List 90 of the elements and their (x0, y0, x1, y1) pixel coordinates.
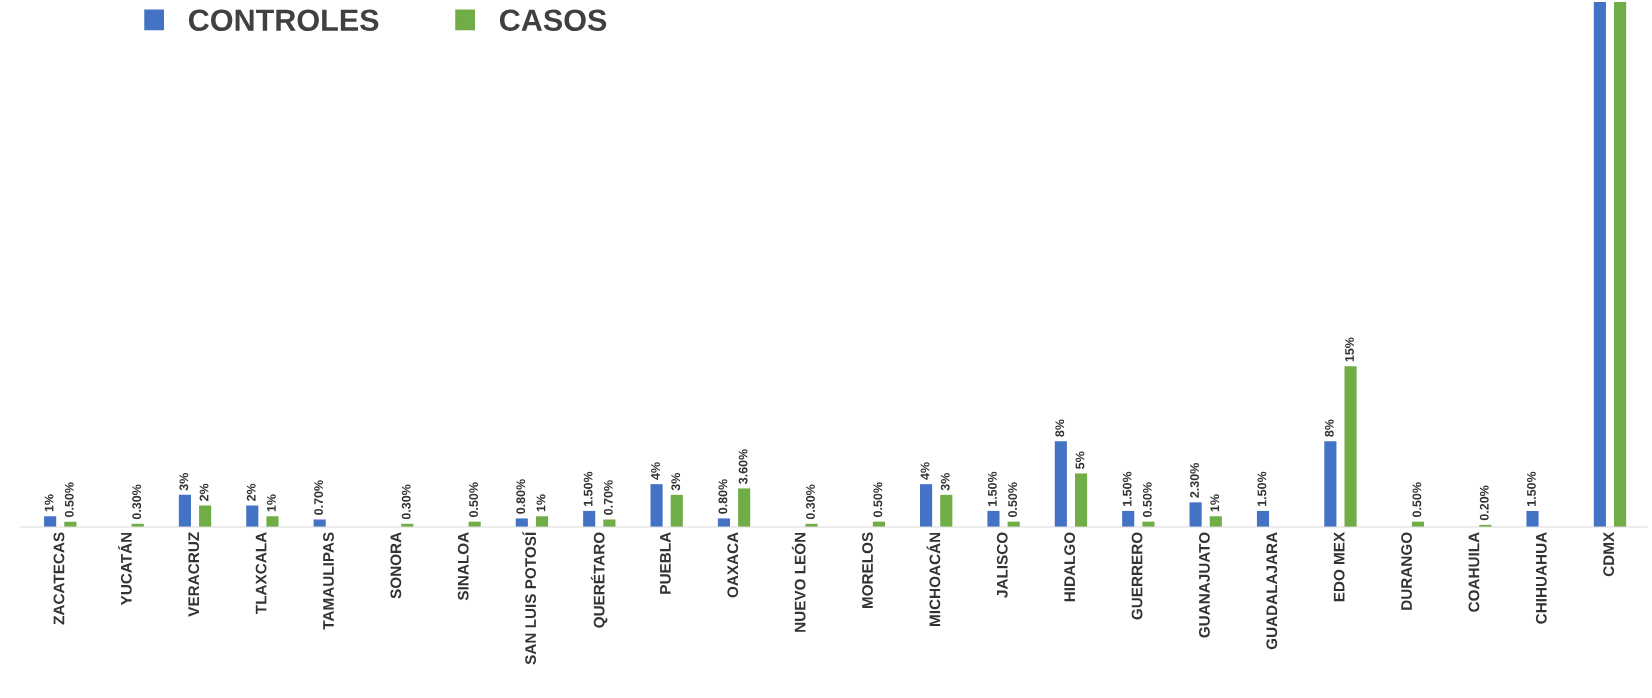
data-label: 3% (179, 472, 189, 491)
x-tick-label: CDMX (1603, 531, 1615, 577)
data-label: 1% (267, 494, 276, 512)
x-tick-label: GUERRERO (1131, 532, 1143, 620)
x-tick-label: DURANGO (1401, 532, 1412, 610)
data-label: 8% (1055, 419, 1065, 437)
data-label: 0.30% (806, 484, 815, 520)
x-tick-label: PUEBLA (660, 532, 671, 594)
bar (44, 516, 57, 527)
bar (178, 494, 191, 527)
data-label: 0.80% (718, 479, 728, 514)
x-tick-label: QUERÉTARO (590, 532, 608, 628)
bar (738, 488, 751, 527)
x-tick-label: COAHUILA (1468, 532, 1480, 612)
data-label: 0.50% (1142, 482, 1152, 517)
data-label: 4% (651, 462, 660, 480)
x-tick-label: SINALOA (457, 532, 469, 601)
x-tick-label: GUANAJUATO (1198, 532, 1210, 638)
data-label: 2.30% (1190, 463, 1199, 498)
bar (920, 484, 933, 527)
bar (266, 516, 279, 527)
data-label: 1% (44, 494, 54, 512)
data-label: 15% (1345, 337, 1354, 362)
bar (940, 494, 953, 527)
bar (583, 510, 596, 527)
data-label: 0.50% (1412, 482, 1422, 517)
bar (987, 510, 1000, 527)
data-label: 0.70% (603, 480, 613, 515)
data-label: 2% (199, 483, 209, 501)
data-label: 1.50% (1527, 471, 1536, 506)
x-tick-label: YUCATÁN (118, 532, 132, 606)
bar (603, 519, 616, 527)
data-label: 0.50% (873, 482, 883, 517)
legend-label: CASOS (499, 9, 607, 32)
bar (313, 519, 326, 527)
bar (1256, 510, 1270, 527)
bar (1526, 510, 1539, 527)
bar (1324, 441, 1337, 527)
bar (1122, 510, 1135, 527)
bar (1209, 516, 1222, 527)
x-tick-label: SONORA (390, 532, 402, 599)
data-label: 0.70% (314, 480, 324, 515)
bar (199, 505, 212, 527)
data-label: 5% (1075, 451, 1085, 469)
x-tick-label: MORELOS (862, 532, 873, 609)
data-label: 3% (671, 472, 681, 491)
bar (515, 518, 528, 527)
bar (535, 516, 549, 527)
x-tick-label: HIDALGO (1064, 532, 1076, 602)
bar (1054, 441, 1067, 527)
bar (246, 505, 259, 527)
data-label: 2% (246, 483, 256, 501)
bar (1074, 473, 1088, 527)
bar (650, 484, 663, 527)
x-tick-label: ZACATECAS (53, 532, 65, 625)
data-label: 0.30% (401, 484, 411, 520)
data-label: 0.50% (64, 482, 74, 517)
data-label: 0.80% (516, 479, 526, 514)
bar (1189, 502, 1202, 527)
data-label: 1.50% (583, 471, 593, 506)
x-tick-label: SAN LUIS POTOSÍ (522, 531, 537, 665)
x-tick-label: TAMAULIPAS (323, 532, 334, 630)
x-tick-label: TLAXCALA (255, 532, 267, 614)
data-label: 4% (920, 462, 930, 480)
data-label: 1.50% (1122, 471, 1132, 506)
x-tick-label: CHIHUAHUA (1535, 532, 1547, 624)
bar (670, 494, 683, 527)
data-label: 3.60% (738, 449, 748, 484)
data-label: 1% (536, 494, 546, 512)
data-label: 0.50% (469, 482, 478, 517)
data-label: 8% (1324, 419, 1334, 437)
x-tick-label: OAXACA (727, 532, 739, 598)
data-label: 1.50% (987, 471, 997, 506)
x-tick-label: MICHOACÁN (926, 532, 941, 626)
data-label: 1.50% (1257, 471, 1267, 506)
data-label: 0.20% (1479, 485, 1489, 521)
x-tick-label: GUADALAJARA (1266, 532, 1278, 650)
x-tick-label: JALISCO (996, 532, 1008, 598)
x-tick-label: NUEVO LEÓN (791, 532, 806, 632)
x-tick-label: VERACRUZ (188, 532, 200, 617)
bar (717, 518, 731, 527)
bar (1593, 2, 1606, 527)
legend-label: CONTROLES (188, 9, 379, 32)
bar (1614, 2, 1627, 527)
data-label: 3% (940, 472, 950, 491)
data-label: 0.50% (1008, 482, 1018, 517)
bar (1344, 366, 1357, 527)
data-label: 1% (1210, 494, 1220, 512)
x-tick-label: EDO MEX (1333, 531, 1345, 602)
data-label: 0.30% (132, 484, 142, 520)
